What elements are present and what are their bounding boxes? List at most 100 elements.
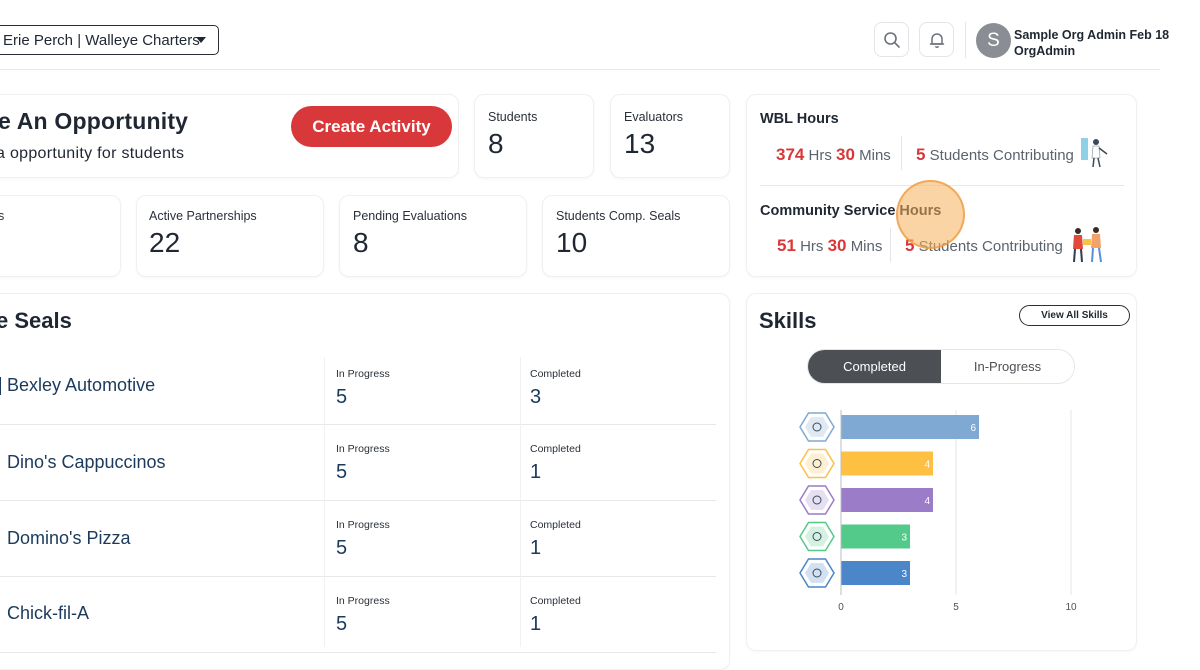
bar-value-label: 3 [901,569,907,580]
view-all-skills-button[interactable]: View All Skills [1019,305,1130,326]
in-progress-value: 5 [336,461,348,483]
column-divider [520,357,521,647]
bar [841,561,910,585]
completed-value: 1 [530,461,542,483]
org-selector[interactable]: Erie Perch | Walleye Charters [0,25,219,55]
presentation-icon [799,412,835,442]
divider [901,136,902,170]
seal-row[interactable]: Bexley Automotive In Progress 5 Complete… [0,349,716,425]
icon-fill [805,563,829,583]
bell-icon [929,32,944,48]
bar [841,451,933,476]
community-students-contributing: 5 Students Contributing [905,236,1063,256]
students-stat-card[interactable] [474,94,594,178]
user-name: Sample Org Admin Feb 18 [1014,28,1170,42]
icon-fill [805,417,829,437]
in-progress-label: In Progress [336,368,390,380]
wbl-hours-value: 374 Hrs 30 Mins [776,145,891,165]
completed-label: Completed [530,595,581,607]
click-indicator [896,180,965,249]
wbl-hrs-unit: Hrs [808,147,832,164]
seal-marker [0,377,1,395]
opportunity-title: e An Opportunity [0,108,189,134]
in-progress-label: In Progress [336,519,390,531]
search-icon [883,31,900,48]
icon-glyph [812,422,822,432]
seal-name[interactable]: Bexley Automotive [7,375,156,395]
students-value: 8 [488,128,504,159]
active-partnerships-card[interactable] [136,195,324,277]
skills-title: Skills [759,308,817,333]
wbl-mins-unit: Mins [859,147,891,164]
community-hours-title: Community Service Hours [760,203,942,219]
search-button[interactable] [874,22,909,57]
in-progress-value: 5 [336,386,348,408]
seal-name[interactable]: Chick-fil-A [7,603,90,623]
community-mins-unit: Mins [850,238,883,255]
cut-stat-card[interactable] [0,195,121,277]
scales-icon [799,558,835,588]
icon-glyph [812,568,822,578]
skills-toggle: Completed In-Progress [807,349,1075,384]
community-hours-value: 51 Hrs 30 Mins [777,236,882,256]
seal-row[interactable]: Domino's Pizza In Progress 5 Completed 1 [0,501,716,577]
icon-fill [805,526,829,547]
wbl-mins-number: 30 [836,145,855,164]
community-contrib-label: Students Contributing [918,238,1063,255]
tab-in-progress[interactable]: In-Progress [941,350,1074,383]
tab-completed[interactable]: Completed [808,350,941,383]
community-mins-number: 30 [827,236,847,255]
students-comp-seals-value: 10 [556,227,588,258]
caret-down-icon [196,37,206,43]
community-hrs-unit: Hrs [800,238,824,255]
bar [841,524,910,549]
bar [841,415,979,439]
icon-glyph [812,495,822,505]
network-icon [799,521,835,552]
cut-stat-label: s [0,209,5,223]
in-progress-label: In Progress [336,443,390,455]
pending-evaluations-card[interactable] [339,195,527,277]
x-tick-label: 10 [1065,602,1077,613]
bar-value-label: 6 [970,423,976,434]
seal-name[interactable]: Dino's Cappuccinos [7,452,166,472]
completed-label: Completed [530,368,581,380]
students-comp-seals-card[interactable] [542,195,730,277]
opportunity-subtitle: a opportunity for students [0,145,185,162]
seals-card [0,293,730,670]
x-tick-label: 5 [953,602,959,613]
wbl-contrib-label: Students Contributing [929,147,1074,164]
notifications-button[interactable] [919,22,954,57]
avatar[interactable]: S [976,23,1011,58]
user-role: OrgAdmin [1014,44,1076,58]
completed-label: Completed [530,519,581,531]
create-activity-button[interactable]: Create Activity [291,106,452,147]
org-selector-label: Erie Perch | Walleye Charters [3,31,200,49]
in-progress-value: 5 [336,613,348,635]
seal-row[interactable]: Chick-fil-A In Progress 5 Completed 1 [0,577,716,653]
wbl-hours-title: WBL Hours [760,111,839,127]
bar-value-label: 4 [924,460,930,471]
icon-fill [805,490,829,510]
evaluators-stat-card[interactable] [610,94,730,178]
completed-value: 3 [530,386,542,408]
seal-name[interactable]: Domino's Pizza [7,528,131,548]
bar-value-label: 3 [901,533,907,544]
avatar-initial: S [987,29,1000,51]
completed-label: Completed [530,443,581,455]
top-bar: Erie Perch | Walleye Charters S Sample O… [0,0,1169,70]
skills-chart: 0 5 10 6 4 4 3 3 [799,410,1077,613]
x-tick-label: 0 [838,602,844,613]
icon-glyph [812,532,822,541]
volunteers-illustration-icon [1073,227,1102,263]
in-progress-label: In Progress [336,595,390,607]
active-partnerships-value: 22 [149,227,181,258]
wbl-students-number: 5 [916,145,926,164]
seal-row[interactable]: Dino's Cappuccinos In Progress 5 Complet… [0,425,716,501]
bar-value-label: 4 [924,496,930,507]
community-hours-number: 51 [777,236,796,255]
divider [890,228,891,262]
students-label: Students [488,110,538,124]
clock-icon [799,485,835,515]
wbl-hours-number: 374 [776,145,805,164]
